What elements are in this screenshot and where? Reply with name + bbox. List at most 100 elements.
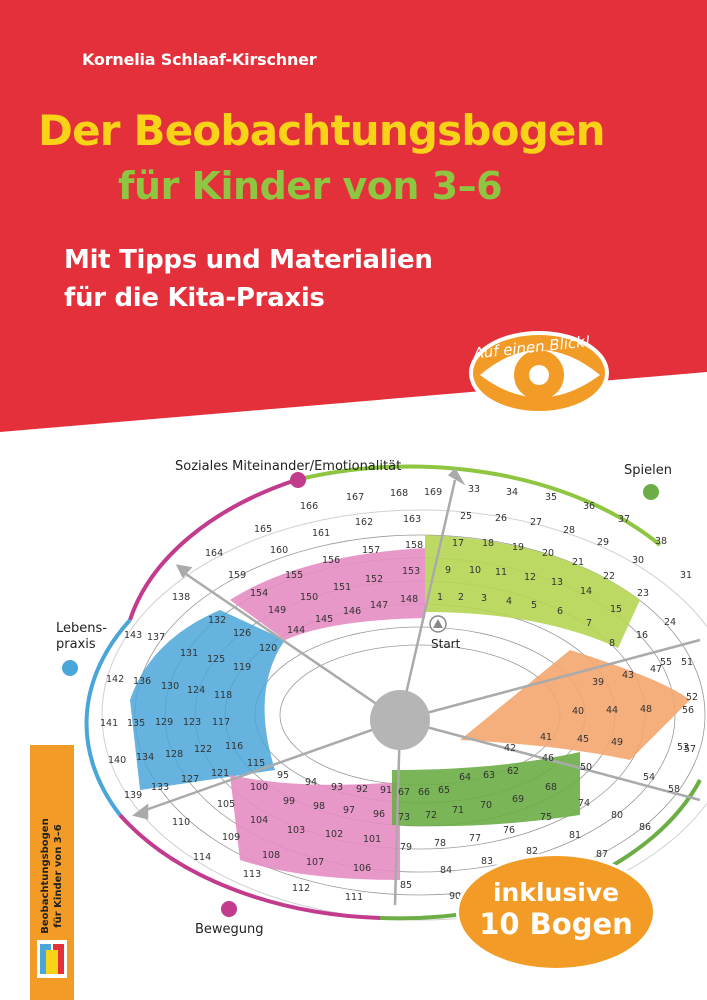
svg-text:112: 112 (292, 883, 310, 894)
svg-text:56: 56 (682, 705, 694, 716)
svg-text:13: 13 (551, 577, 563, 588)
inklusive-badge: inklusive 10 Bogen (456, 853, 656, 971)
svg-text:127: 127 (181, 774, 199, 785)
svg-text:110: 110 (172, 817, 190, 828)
subtitle-line-2: für die Kita-Praxis (64, 283, 325, 313)
svg-text:119: 119 (233, 662, 251, 673)
ring-segment-life (84, 618, 132, 817)
svg-text:40: 40 (572, 706, 584, 717)
svg-text:125: 125 (207, 654, 225, 665)
svg-text:73: 73 (398, 812, 410, 823)
eye-icon: Auf einen Blick! (469, 331, 609, 415)
svg-text:63: 63 (483, 770, 495, 781)
observation-sheet-illustration: Start Soziales Miteinander/Emotionalität… (0, 372, 707, 1000)
svg-text:126: 126 (233, 628, 251, 639)
svg-text:123: 123 (183, 717, 201, 728)
svg-text:134: 134 (136, 752, 154, 763)
svg-text:103: 103 (287, 825, 305, 836)
svg-text:154: 154 (250, 588, 268, 599)
svg-text:27: 27 (530, 517, 542, 528)
svg-text:116: 116 (225, 741, 243, 752)
svg-text:20: 20 (542, 548, 554, 559)
svg-text:69: 69 (512, 794, 524, 805)
badge-line-2: 10 Bogen (479, 907, 633, 941)
dot-play (643, 484, 659, 500)
svg-text:118: 118 (214, 690, 232, 701)
svg-text:83: 83 (481, 856, 493, 867)
svg-text:92: 92 (356, 784, 368, 795)
svg-text:85: 85 (400, 880, 412, 891)
center-hub (370, 690, 430, 750)
svg-text:5: 5 (531, 600, 537, 611)
svg-text:133: 133 (151, 782, 169, 793)
svg-text:115: 115 (247, 758, 265, 769)
svg-text:165: 165 (254, 524, 272, 535)
svg-text:95: 95 (277, 770, 289, 781)
svg-text:78: 78 (434, 838, 446, 849)
svg-text:106: 106 (353, 863, 371, 874)
svg-text:55: 55 (660, 657, 672, 668)
spine-line-2: für Kinder von 3–6 (53, 824, 64, 928)
svg-text:113: 113 (243, 869, 261, 880)
svg-text:130: 130 (161, 681, 179, 692)
svg-text:1: 1 (437, 592, 443, 603)
svg-text:90: 90 (449, 891, 461, 902)
svg-text:79: 79 (400, 842, 412, 853)
dot-social (290, 472, 306, 488)
svg-text:166: 166 (300, 501, 318, 512)
svg-text:75: 75 (540, 812, 552, 823)
svg-text:10: 10 (469, 565, 481, 576)
svg-text:33: 33 (468, 484, 480, 495)
badge-line-1: inklusive (492, 878, 620, 907)
svg-text:35: 35 (545, 492, 557, 503)
publisher-logo-icon (37, 940, 67, 978)
svg-text:164: 164 (205, 548, 223, 559)
svg-text:146: 146 (343, 606, 361, 617)
author-name: Kornelia Schlaaf-Kirschner (82, 50, 317, 69)
svg-text:68: 68 (545, 782, 557, 793)
start-arrow-icon (433, 619, 443, 628)
svg-text:9: 9 (445, 565, 451, 576)
label-start: Start (431, 637, 461, 651)
svg-text:91: 91 (380, 785, 392, 796)
svg-text:138: 138 (172, 592, 190, 603)
radial-arrows (132, 467, 701, 906)
svg-text:137: 137 (147, 632, 165, 643)
segment-green (392, 752, 580, 827)
svg-text:169: 169 (424, 487, 442, 498)
svg-text:81: 81 (569, 830, 581, 841)
svg-text:161: 161 (312, 528, 330, 539)
svg-text:17: 17 (452, 538, 464, 549)
svg-text:143: 143 (124, 630, 142, 641)
svg-text:21: 21 (572, 557, 584, 568)
svg-text:30: 30 (632, 555, 644, 566)
svg-text:124: 124 (187, 685, 205, 696)
svg-text:43: 43 (622, 670, 634, 681)
label-life-2: praxis (56, 637, 96, 652)
svg-text:52: 52 (686, 692, 698, 703)
svg-text:167: 167 (346, 492, 364, 503)
svg-text:26: 26 (495, 513, 507, 524)
svg-text:86: 86 (639, 822, 651, 833)
svg-text:122: 122 (194, 744, 212, 755)
svg-text:2: 2 (458, 592, 464, 603)
svg-text:107: 107 (306, 857, 324, 868)
svg-text:128: 128 (165, 749, 183, 760)
svg-text:109: 109 (222, 832, 240, 843)
svg-text:148: 148 (400, 594, 418, 605)
svg-text:160: 160 (270, 545, 288, 556)
svg-text:120: 120 (259, 643, 277, 654)
svg-text:98: 98 (313, 801, 325, 812)
svg-text:28: 28 (563, 525, 575, 536)
svg-text:147: 147 (370, 600, 388, 611)
spine-line-1: Beobachtungsbogen (40, 818, 51, 934)
svg-text:47: 47 (650, 664, 662, 675)
svg-text:159: 159 (228, 570, 246, 581)
svg-text:25: 25 (460, 511, 472, 522)
svg-text:139: 139 (124, 790, 142, 801)
label-life: Lebens- (56, 621, 107, 636)
svg-text:22: 22 (603, 571, 615, 582)
svg-text:117: 117 (212, 717, 230, 728)
segment-life (130, 610, 285, 790)
segment-life-orange (460, 650, 690, 760)
